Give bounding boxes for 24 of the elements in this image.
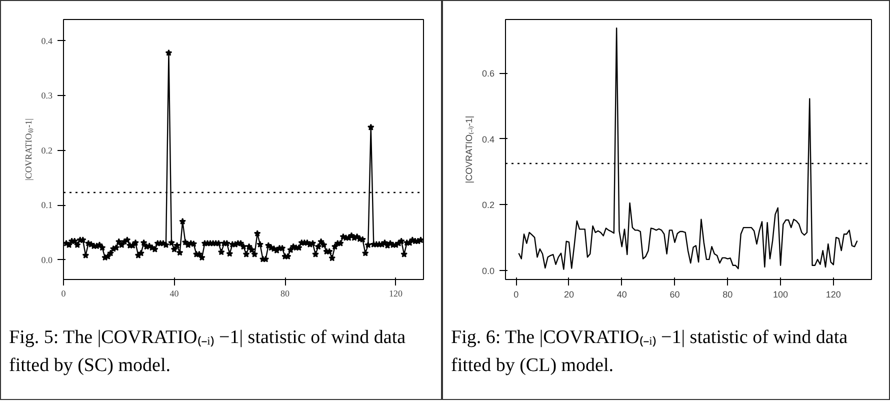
x-tick-label: 80 bbox=[280, 288, 290, 298]
y-axis-title: |COVRATIO₍₋ᵢ₎-1| bbox=[464, 116, 474, 184]
y-tick-label: 0.1 bbox=[41, 200, 52, 210]
y-tick-label: 0.2 bbox=[482, 200, 495, 210]
y-tick-label: 0.6 bbox=[482, 68, 495, 79]
y-tick-label: 0.3 bbox=[41, 90, 53, 101]
text: Fig. 5: The |COVRATIO₍₋ᵢ₎ −1| statistic of wind data fitted by (SC) model. bbox=[9, 326, 407, 378]
x-tick-label: 0 bbox=[61, 288, 66, 298]
y-tick-label: 0.4 bbox=[41, 36, 53, 46]
x-tick-label: 0 bbox=[514, 290, 519, 300]
x-tick-label: 20 bbox=[564, 290, 574, 300]
x-tick-label: 120 bbox=[826, 290, 841, 300]
text: Fig. 6: The |COVRATIO₍₋ᵢ₎ −1| statistic of wind data fitted by (CL) model. bbox=[451, 326, 849, 378]
x-tick-label: 40 bbox=[616, 290, 627, 300]
y-tick-label: 0.0 bbox=[482, 266, 495, 276]
x-tick-label: 80 bbox=[722, 290, 733, 300]
x-tick-label: 60 bbox=[670, 290, 680, 300]
y-tick-label: 0.4 bbox=[482, 134, 495, 144]
x-tick-label: 120 bbox=[389, 288, 404, 298]
y-tick-label: 0.0 bbox=[41, 254, 53, 265]
y-tick-label: 0.2 bbox=[41, 145, 52, 156]
x-tick-label: 40 bbox=[170, 288, 180, 298]
x-tick-label: 100 bbox=[773, 290, 788, 300]
y-axis-title: |COVRATIO₍ᵢ₎-1| bbox=[23, 118, 34, 181]
